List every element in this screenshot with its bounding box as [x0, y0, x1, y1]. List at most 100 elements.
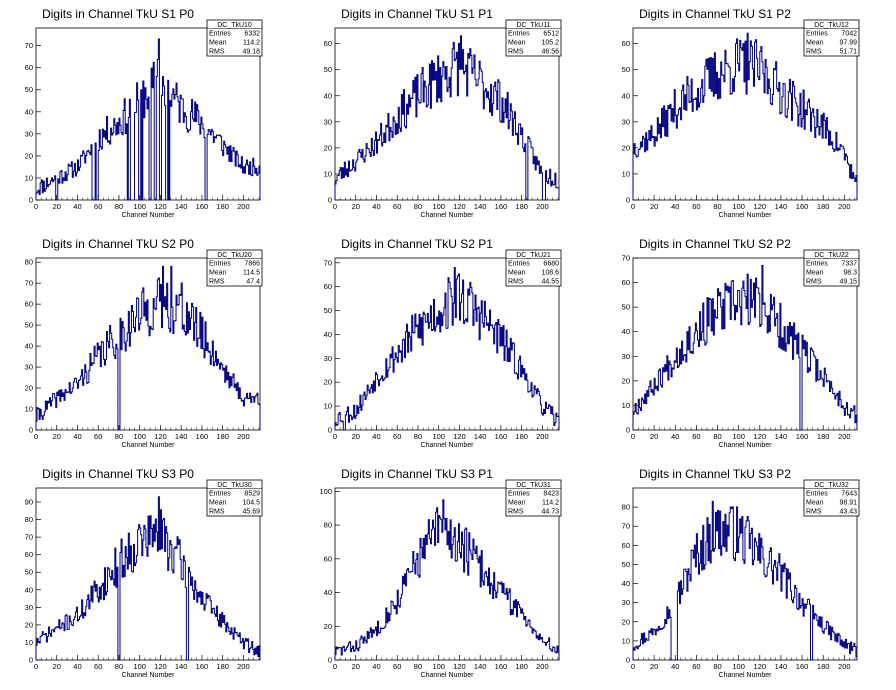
- x-tick-label: 80: [115, 202, 123, 211]
- stats-value: 47.4: [246, 279, 260, 286]
- x-tick-label: 200: [838, 662, 851, 671]
- x-tick-label: 80: [414, 202, 422, 211]
- x-tick-label: 80: [713, 662, 721, 671]
- histogram-panel-8: Digits in Channel TkU S3 P1 0 20 40 60 80 100 0…: [319, 467, 562, 679]
- x-tick-label: 60: [692, 432, 700, 441]
- stats-value: 6680: [543, 261, 559, 268]
- x-axis-label: Channel Number: [719, 442, 773, 449]
- x-tick-label: 60: [94, 662, 102, 671]
- y-tick-label: 40: [324, 330, 332, 339]
- y-tick-label: 50: [622, 65, 630, 74]
- y-tick-label: 20: [25, 384, 33, 393]
- chart-title: Digits in Channel TkU S3 P1: [341, 467, 493, 481]
- x-tick-label: 120: [754, 662, 767, 671]
- x-tick-label: 200: [536, 432, 549, 441]
- x-tick-label: 180: [817, 202, 830, 211]
- stats-value: 108.6: [541, 270, 559, 277]
- x-tick-label: 40: [73, 432, 81, 441]
- x-tick-label: 160: [796, 662, 809, 671]
- stats-value: 114.2: [243, 40, 260, 47]
- x-tick-label: 60: [94, 202, 102, 211]
- x-tick-label: 20: [53, 202, 61, 211]
- stats-box: DC_TkU32 Entries 7643 Mean 98.91 RMS 43.43: [803, 479, 860, 517]
- stats-name: DC_TkU32: [814, 482, 849, 489]
- x-tick-label: 180: [515, 662, 528, 671]
- histogram-line: [35, 496, 261, 661]
- stats-label: Entries: [209, 491, 231, 498]
- stats-label: Entries: [508, 261, 530, 268]
- stats-box-frame: [505, 249, 562, 287]
- x-tick-label: 0: [333, 662, 337, 671]
- x-tick-label: 0: [333, 432, 337, 441]
- plot-frame: [632, 27, 858, 201]
- y-tick-label: 70: [324, 258, 332, 267]
- plot-frame: [334, 27, 560, 201]
- x-tick-label: 140: [474, 662, 487, 671]
- chart-title: Digits in Channel TkU S1 P0: [42, 7, 194, 21]
- y-tick-label: 0: [626, 426, 630, 435]
- y-tick-label: 100: [319, 487, 332, 496]
- x-tick-label: 80: [713, 432, 721, 441]
- stats-box-frame: [206, 479, 263, 517]
- x-tick-label: 60: [393, 662, 401, 671]
- stats-label: Entries: [806, 31, 828, 38]
- y-tick-label: 0: [626, 196, 630, 205]
- y-tick-label: 10: [324, 402, 332, 411]
- x-tick-label: 0: [631, 432, 635, 441]
- histogram-line: [35, 265, 261, 431]
- y-tick-label: 10: [324, 169, 332, 178]
- stats-label: Mean: [508, 270, 526, 277]
- y-tick-label: 50: [622, 303, 630, 312]
- x-tick-label: 160: [495, 432, 508, 441]
- histogram-panel-3: Digits in Channel TkU S1 P2 0 10 20 30 40 50 60…: [622, 7, 860, 219]
- stats-box-frame: [505, 19, 562, 57]
- stats-label: Mean: [806, 270, 824, 277]
- stats-value: 7643: [841, 491, 857, 498]
- x-axis-label: Channel Number: [122, 442, 176, 449]
- x-tick-label: 40: [671, 432, 679, 441]
- x-tick-label: 140: [175, 202, 188, 211]
- stats-label: Mean: [508, 40, 526, 47]
- y-tick-label: 20: [25, 620, 33, 629]
- plot-frame: [334, 487, 560, 661]
- x-tick-label: 140: [775, 662, 788, 671]
- stats-value: 46.56: [541, 49, 559, 56]
- y-tick-label: 30: [622, 598, 630, 607]
- y-tick-label: 30: [622, 352, 630, 361]
- stats-label: Entries: [209, 31, 231, 38]
- stats-label: Mean: [806, 500, 824, 507]
- x-tick-label: 200: [838, 432, 851, 441]
- histogram-line: [632, 32, 858, 200]
- histogram-line: [334, 267, 560, 431]
- x-tick-label: 120: [453, 202, 466, 211]
- y-tick-label: 40: [25, 107, 33, 116]
- stats-box: DC_TkU10 Entries 6332 Mean 114.2 RMS 49.18: [206, 19, 263, 57]
- x-tick-label: 40: [372, 202, 380, 211]
- y-tick-label: 50: [324, 306, 332, 315]
- y-tick-label: 0: [29, 426, 33, 435]
- stats-box: DC_TkU11 Entries 6512 Mean 105.2 RMS 46.56: [505, 19, 562, 57]
- y-tick-label: 20: [622, 143, 630, 152]
- x-tick-label: 100: [133, 662, 146, 671]
- x-tick-label: 60: [393, 432, 401, 441]
- stats-label: RMS: [508, 279, 524, 286]
- stats-value: 98.91: [839, 500, 857, 507]
- x-tick-label: 180: [817, 432, 830, 441]
- y-tick-label: 70: [622, 254, 630, 263]
- chart-title: Digits in Channel TkU S2 P1: [341, 237, 493, 251]
- x-tick-label: 20: [650, 202, 658, 211]
- histogram-line: [334, 499, 560, 660]
- plot-frame: [632, 257, 858, 431]
- y-tick-label: 70: [25, 279, 33, 288]
- y-tick-label: 0: [29, 656, 33, 665]
- x-tick-label: 100: [133, 202, 146, 211]
- x-tick-label: 160: [796, 202, 809, 211]
- stats-box: DC_TkU12 Entries 7042 Mean 97.99 RMS 51.71: [803, 19, 860, 57]
- y-tick-label: 60: [622, 541, 630, 550]
- x-tick-label: 80: [713, 202, 721, 211]
- stats-label: RMS: [209, 509, 225, 516]
- x-axis-label: Channel Number: [421, 212, 475, 219]
- x-tick-label: 40: [73, 202, 81, 211]
- y-tick-label: 40: [622, 91, 630, 100]
- stats-box-frame: [206, 249, 263, 287]
